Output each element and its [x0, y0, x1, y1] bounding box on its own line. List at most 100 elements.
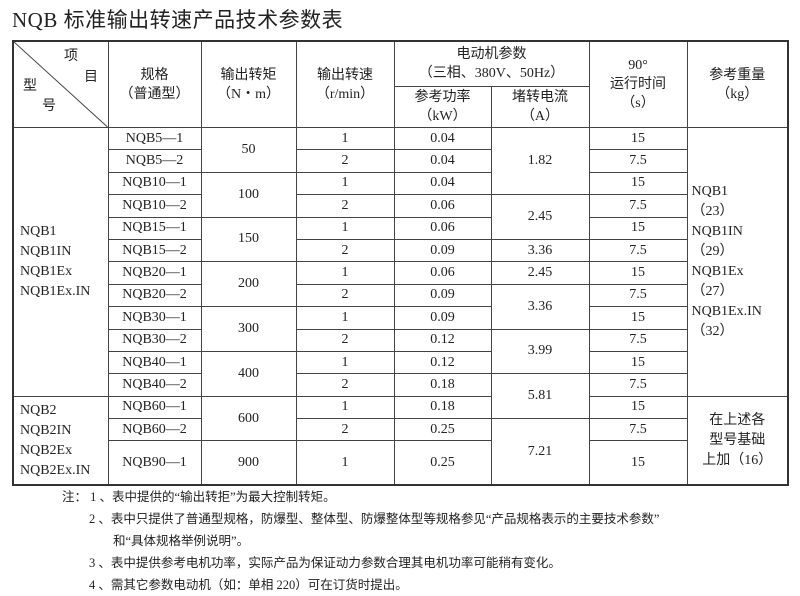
note-2-continued: 和“具体规格举例说明”。 — [113, 534, 250, 548]
model-name: NQB2Ex — [20, 442, 73, 458]
power-cell: 0.18 — [393, 373, 492, 397]
spec-cell: NQB5—2 — [107, 149, 202, 173]
table-row: NQB10—2 2 0.06 2.45 7.5 — [13, 194, 788, 240]
note-4: 4 、需其它参数电动机（如：单相 220）可在订货时提出。 — [89, 578, 408, 592]
model-cell: NQB2 NQB2IN NQB2Ex NQB2Ex.IN — [12, 395, 109, 486]
torque-cell: 100 — [200, 171, 297, 218]
speed-cell: 1 — [295, 261, 395, 285]
speed-cell: 2 — [295, 418, 395, 442]
time-cell: 15 — [588, 171, 688, 196]
table-row: NQB60—2 2 0.25 7.21 7.5 — [13, 418, 788, 486]
time-cell: 7.5 — [588, 238, 688, 263]
time-cell: 15 — [588, 440, 688, 486]
header-weight-label: 参考重量 — [709, 67, 766, 83]
power-cell: 0.06 — [393, 216, 492, 240]
note-1: 1 、表中提供的“输出转拒”为最大控制转矩。 — [90, 490, 336, 504]
weight-line: NQB1Ex — [691, 263, 744, 279]
power-cell: 0.04 — [393, 126, 492, 151]
torque-cell: 900 — [200, 440, 297, 486]
time-cell: 15 — [588, 216, 688, 240]
speed-cell: 1 — [295, 306, 395, 330]
torque-cell: 50 — [200, 127, 297, 173]
weight-line: NQB1IN — [691, 223, 743, 239]
current-cell: 3.36 — [490, 238, 590, 263]
time-cell: 7.5 — [588, 418, 688, 442]
current-cell: 3.36 — [490, 283, 590, 330]
spec-cell: NQB5—1 — [107, 126, 202, 151]
diagonal-header-cell: 项 目 型 号 — [12, 40, 109, 128]
torque-cell: 150 — [200, 216, 297, 263]
power-cell: 0.09 — [393, 306, 492, 330]
power-cell: 0.06 — [393, 261, 492, 285]
header-spec-sub: （普通型） — [119, 86, 190, 102]
notes: 注： 1 、表中提供的“输出转拒”为最大控制转矩。 2 、表中只提供了普通型规格… — [62, 486, 659, 596]
weight-line: 在上述各 — [709, 412, 766, 428]
header-power: 参考功率 （kW） — [393, 86, 492, 128]
table-row: NQB15—1 150 1 0.06 15 — [13, 216, 788, 263]
power-cell: 0.25 — [393, 418, 492, 442]
speed-cell: 1 — [295, 126, 395, 151]
speed-cell: 2 — [295, 149, 395, 173]
table-row: NQB20—2 2 0.09 3.36 7.5 — [13, 283, 788, 330]
spec-cell: NQB10—2 — [107, 194, 202, 218]
page-title: NQB 标准输出转速产品技术参数表 — [12, 8, 344, 32]
torque-cell: 400 — [200, 350, 297, 397]
current-cell: 2.45 — [490, 261, 590, 285]
header-torque: 输出转矩 （N・m） — [200, 40, 297, 128]
spec-cell: NQB30—2 — [107, 328, 202, 352]
header-power-label: 参考功率 — [414, 90, 471, 105]
current-cell: 2.45 — [490, 194, 590, 240]
spec-cell: NQB60—2 — [107, 418, 202, 442]
header-model-label-2: 号 — [42, 99, 56, 114]
header-power-unit: （kW） — [418, 109, 467, 124]
header-motor-label: 电动机参数 — [456, 47, 527, 62]
spec-cell: NQB10—1 — [107, 171, 202, 196]
note-2: 2 、表中只提供了普通型规格，防爆型、整体型、防爆整体型等规格参见“产品规格表示… — [89, 512, 660, 526]
time-cell: 7.5 — [588, 328, 688, 352]
speed-cell: 2 — [295, 373, 395, 397]
header-torque-label: 输出转矩 — [220, 67, 277, 83]
spec-cell: NQB15—2 — [107, 238, 202, 263]
model-name: NQB2Ex.IN — [20, 462, 91, 478]
spec-cell: NQB60—1 — [107, 395, 202, 420]
diagonal-line — [14, 42, 108, 127]
table-row: NQB1 NQB1IN NQB1Ex NQB1Ex.IN NQB5—1 50 1 0.04 1.… — [12, 126, 789, 397]
table-body: NQB1 NQB1IN NQB1Ex NQB1Ex.IN NQB5—1 50 1 0.04 1.… — [12, 126, 789, 486]
speed-cell: 1 — [295, 216, 395, 240]
speed-cell: 1 — [295, 440, 395, 486]
spec-cell: NQB15—1 — [107, 216, 202, 240]
table-row: NQB15—2 2 0.09 3.36 7.5 — [13, 238, 788, 263]
spec-cell: NQB20—2 — [107, 283, 202, 308]
header-speed-unit: （r/min） — [315, 86, 375, 102]
speed-cell: 1 — [295, 350, 395, 375]
current-cell: 5.81 — [490, 373, 590, 420]
weight-cell: 在上述各 型号基础 上加（16） — [686, 395, 789, 486]
header-motor-sub: （三相、380V、50Hz） — [418, 66, 565, 81]
speed-cell: 2 — [295, 283, 395, 308]
time-cell: 7.5 — [588, 283, 688, 308]
power-cell: 0.09 — [393, 283, 492, 308]
speed-cell: 1 — [295, 395, 395, 420]
power-cell: 0.09 — [393, 238, 492, 263]
current-cell: 7.21 — [490, 418, 590, 486]
torque-cell: 200 — [200, 261, 297, 308]
header-item-label-2: 目 — [84, 70, 98, 85]
note-3: 3 、表中提供参考电机功率，实际产品为保证动力参数合理其电机功率可能稍有变化。 — [89, 556, 561, 570]
time-cell: 7.5 — [588, 149, 688, 173]
model-cell: NQB1 NQB1IN NQB1Ex NQB1Ex.IN — [12, 127, 109, 397]
weight-line: 型号基础 — [709, 432, 766, 448]
header-time-label: 运行时间 — [610, 77, 666, 92]
time-cell: 7.5 — [588, 194, 688, 218]
weight-line: （32） — [691, 323, 734, 339]
header-torque-unit: （N・m） — [217, 86, 280, 102]
model-name: NQB1 — [20, 223, 57, 239]
table-row: NQB30—1 300 1 0.09 15 — [13, 306, 788, 352]
header-current-unit: （A） — [520, 109, 560, 124]
power-cell: 0.18 — [393, 395, 492, 420]
power-cell: 0.06 — [393, 194, 492, 218]
current-cell: 3.99 — [490, 328, 590, 375]
time-cell: 15 — [588, 126, 688, 151]
spec-cell: NQB40—2 — [107, 373, 202, 397]
header-time-angle: 90° — [628, 58, 648, 73]
time-cell: 15 — [588, 350, 688, 375]
